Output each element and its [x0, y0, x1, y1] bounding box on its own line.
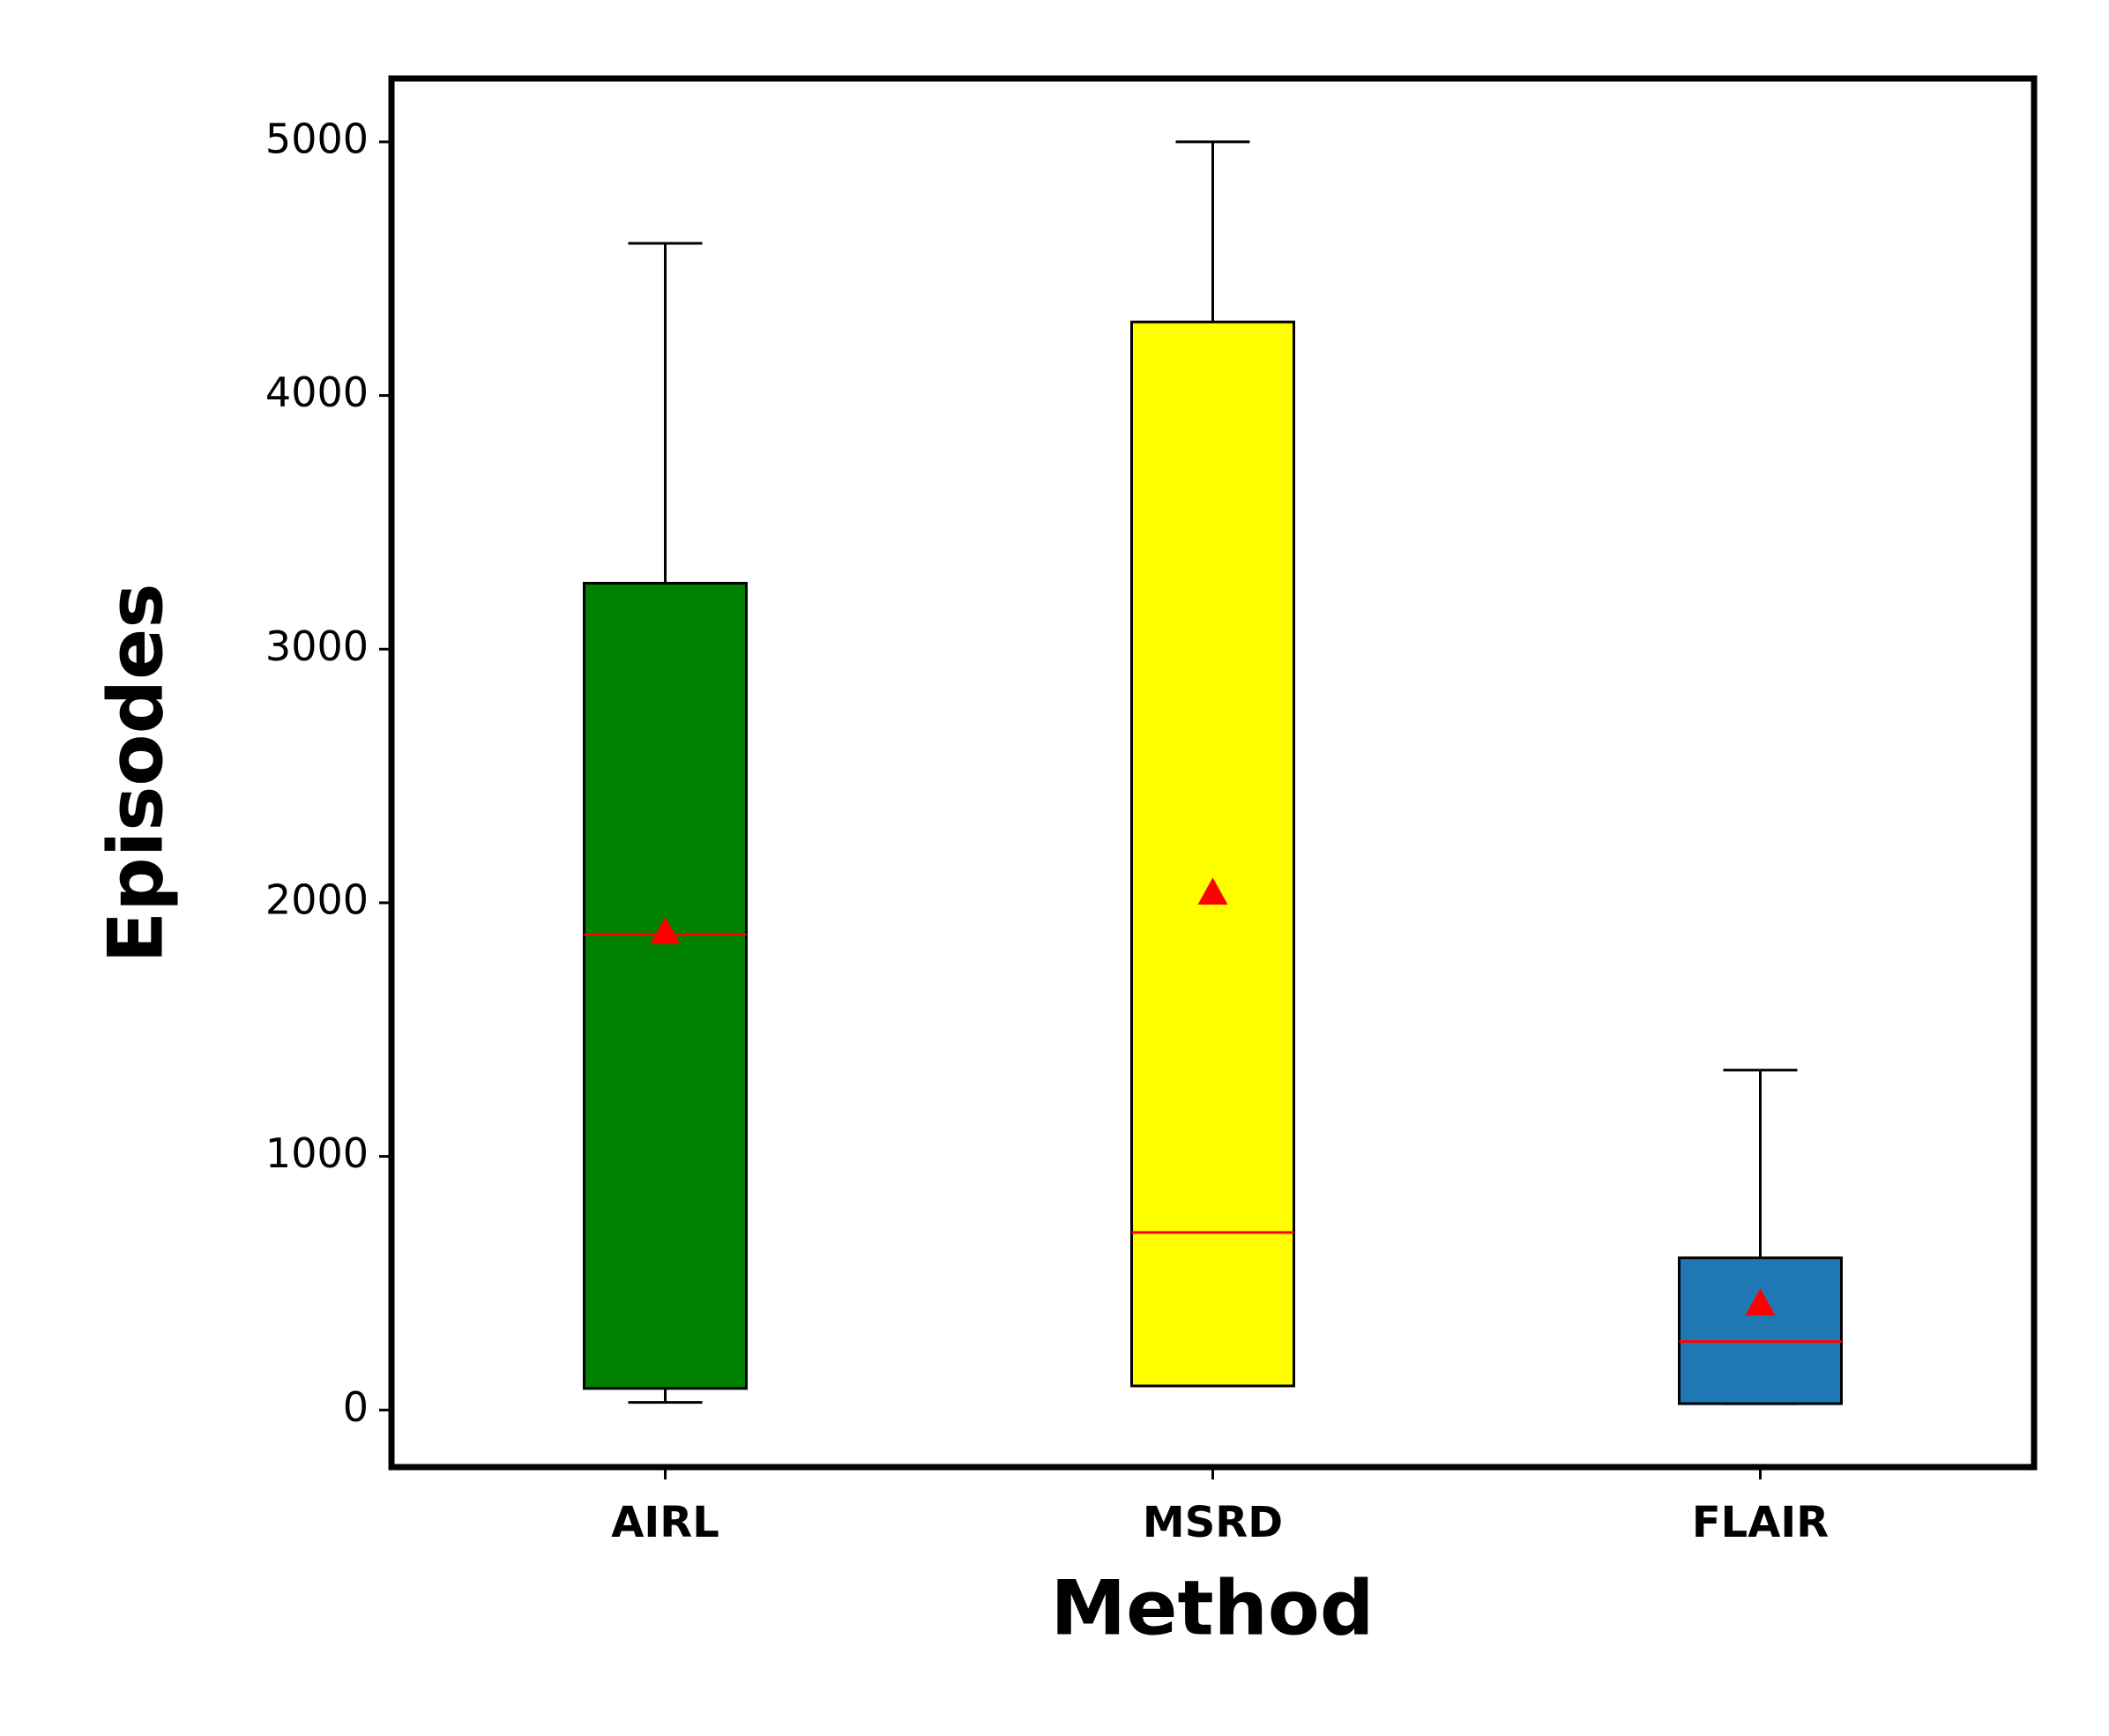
- mean-marker: [1197, 877, 1228, 905]
- x-tick-label: AIRL: [611, 1498, 719, 1547]
- y-tick-label: 3000: [265, 622, 369, 670]
- mean-marker: [650, 917, 681, 944]
- y-tick-label: 0: [343, 1383, 369, 1431]
- box: [1678, 1256, 1843, 1405]
- plot-frame: [388, 75, 2038, 1471]
- y-tick-label: 4000: [265, 369, 369, 416]
- y-tick-label: 1000: [265, 1129, 369, 1177]
- y-tick-label: 2000: [265, 875, 369, 923]
- x-tick-label: FLAIR: [1692, 1498, 1829, 1547]
- box: [583, 581, 748, 1390]
- y-tick-label: 5000: [265, 115, 369, 162]
- y-axis-title: Episodes: [92, 583, 180, 963]
- x-tick-label: MSRD: [1143, 1498, 1283, 1547]
- x-axis-title: Method: [1051, 1564, 1375, 1652]
- box: [1130, 320, 1295, 1388]
- mean-marker: [1745, 1288, 1776, 1316]
